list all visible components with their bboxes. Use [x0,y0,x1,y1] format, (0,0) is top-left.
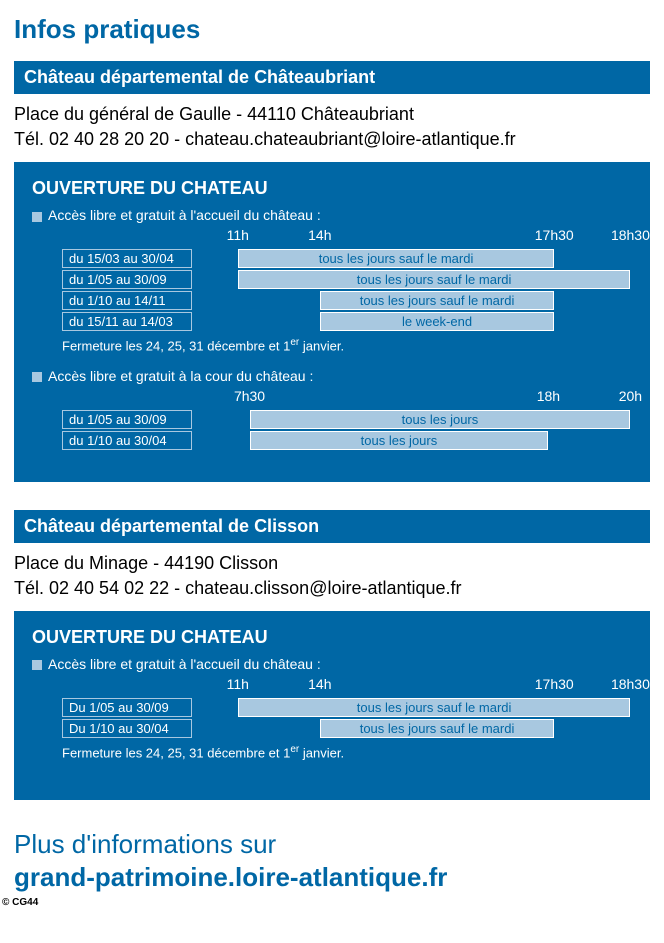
availability-bar: tous les jours sauf le mardi [320,719,554,738]
address-line: Tél. 02 40 54 02 22 - chateau.clisson@lo… [14,576,650,601]
time-marker: 14h [308,676,331,692]
availability-bar: tous les jours [250,431,549,450]
time-markers: 11h 14h 17h30 18h30 [62,676,648,694]
time-marker: 20h [619,388,642,404]
access-label: Accès libre et gratuit à l'accueil du ch… [32,207,632,223]
time-marker: 11h [227,227,249,243]
access-label: Accès libre et gratuit à l'accueil du ch… [32,656,632,672]
availability-bar: tous les jours sauf le mardi [238,270,631,289]
date-range: Du 1/05 au 30/09 [62,698,192,717]
access-label: Accès libre et gratuit à la cour du chât… [32,368,632,384]
date-range: du 1/05 au 30/09 [62,270,192,289]
date-range: du 15/11 au 14/03 [62,312,192,331]
time-markers: 7h30 18h 20h [62,388,648,406]
schedule-title: OUVERTURE DU CHATEAU [32,627,632,648]
address-line: Place du Minage - 44190 Clisson [14,551,650,576]
date-range: Du 1/10 au 30/04 [62,719,192,738]
address-block: Place du général de Gaulle - 44110 Châte… [14,102,650,152]
time-marker: 17h30 [535,227,574,243]
availability-bar: tous les jours sauf le mardi [320,291,554,310]
address-block: Place du Minage - 44190 ClissonTél. 02 4… [14,551,650,601]
section-heading: Château départemental de Châteaubriant [14,61,650,94]
closure-note: Fermeture les 24, 25, 31 décembre et 1er… [62,744,632,760]
availability-bar: tous les jours sauf le mardi [238,698,631,717]
time-marker: 14h [308,227,331,243]
schedule-row: du 1/10 au 14/11 tous les jours sauf le m… [62,291,648,310]
schedule-row: Du 1/10 au 30/04 tous les jours sauf le m… [62,719,648,738]
more-info-url: grand-patrimoine.loire-atlantique.fr [14,861,650,894]
gap [192,270,238,289]
date-range: du 1/10 au 30/04 [62,431,192,450]
time-marker: 18h30 [611,676,650,692]
date-range: du 1/05 au 30/09 [62,410,192,429]
time-marker: 18h30 [611,227,650,243]
date-range: du 15/03 au 30/04 [62,249,192,268]
date-range: du 1/10 au 14/11 [62,291,192,310]
schedule-box: OUVERTURE DU CHATEAU Accès libre et gratu… [14,162,650,481]
schedule-box: OUVERTURE DU CHATEAU Accès libre et gratu… [14,611,650,800]
schedule-row: du 1/05 au 30/09 tous les jours sauf le m… [62,270,648,289]
schedule-row: du 15/03 au 30/04 tous les jours sauf le … [62,249,648,268]
more-info: Plus d'informations surgrand-patrimoine.… [14,828,650,893]
time-marker: 7h30 [234,388,265,404]
gap [192,249,238,268]
gap [192,312,320,331]
availability-bar: tous les jours [250,410,631,429]
gap [192,698,238,717]
time-markers: 11h 14h 17h30 18h30 [62,227,648,245]
availability-bar: le week-end [320,312,554,331]
schedule-table: Du 1/05 au 30/09 tous les jours sauf le m… [62,698,648,738]
time-marker: 17h30 [535,676,574,692]
gap [192,719,320,738]
schedule-row: du 15/11 au 14/03 le week-end [62,312,648,331]
schedule-table: du 15/03 au 30/04 tous les jours sauf le … [62,249,648,331]
gap [192,431,250,450]
schedule-title: OUVERTURE DU CHATEAU [32,178,632,199]
schedule-row: du 1/05 au 30/09 tous les jours [62,410,648,429]
copyright: © CG44 [0,893,664,912]
availability-bar: tous les jours sauf le mardi [238,249,554,268]
more-info-intro: Plus d'informations sur [14,828,650,861]
closure-note: Fermeture les 24, 25, 31 décembre et 1er… [62,337,632,353]
gap [192,410,250,429]
section-heading: Château départemental de Clisson [14,510,650,543]
schedule-table: du 1/05 au 30/09tous les joursdu 1/10 au… [62,410,648,450]
address-line: Place du général de Gaulle - 44110 Châte… [14,102,650,127]
schedule-row: du 1/10 au 30/04 tous les jours [62,431,648,450]
address-line: Tél. 02 40 28 20 20 - chateau.chateaubri… [14,127,650,152]
time-marker: 18h [537,388,560,404]
schedule-row: Du 1/05 au 30/09 tous les jours sauf le m… [62,698,648,717]
gap [192,291,320,310]
page-title: Infos pratiques [14,14,650,45]
time-marker: 11h [227,676,249,692]
